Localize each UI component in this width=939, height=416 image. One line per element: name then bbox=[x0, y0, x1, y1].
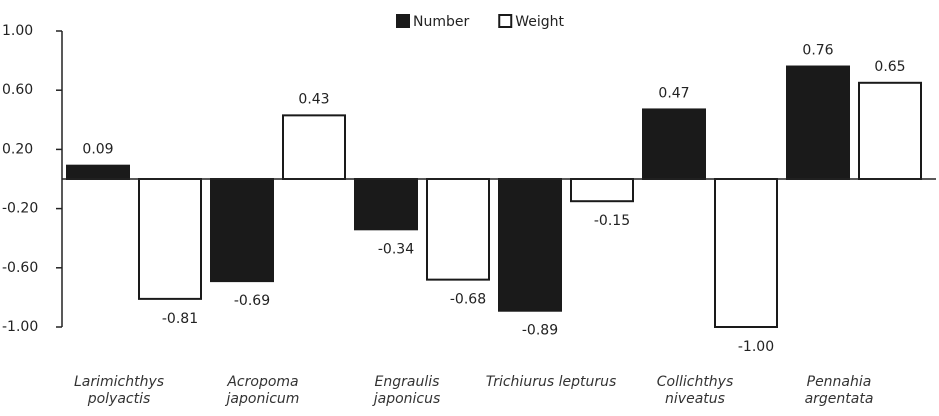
y-tick-label: -1.00 bbox=[2, 319, 38, 335]
bar bbox=[714, 178, 778, 328]
legend-swatch bbox=[396, 14, 410, 28]
data-label: -1.00 bbox=[738, 339, 774, 355]
data-label: 0.76 bbox=[802, 43, 833, 59]
data-label: -0.15 bbox=[594, 213, 630, 229]
bar bbox=[642, 108, 706, 180]
data-label: 0.43 bbox=[298, 91, 329, 107]
x-tick-label: Trichiurus lepturus bbox=[485, 374, 617, 390]
data-label: -0.68 bbox=[450, 292, 486, 308]
x-tick-label: Larimichthys polyactis bbox=[73, 374, 165, 407]
bar bbox=[858, 81, 922, 180]
data-label: -0.81 bbox=[162, 311, 198, 327]
data-label: 0.47 bbox=[658, 85, 689, 101]
data-label: -0.34 bbox=[378, 241, 414, 257]
x-tick-label: Pennahia argentata bbox=[804, 374, 874, 407]
bar bbox=[426, 178, 490, 281]
data-label: 0.65 bbox=[874, 59, 905, 75]
bar bbox=[282, 114, 346, 180]
y-tick-label: 1.00 bbox=[2, 23, 33, 39]
data-label: -0.69 bbox=[234, 293, 270, 309]
bar bbox=[498, 178, 562, 312]
bar bbox=[66, 164, 130, 180]
y-tick-label: 0.60 bbox=[2, 82, 33, 98]
y-tick-label: -0.60 bbox=[2, 260, 38, 276]
bar bbox=[210, 178, 274, 283]
x-tick-label: Collichthys niveatus bbox=[656, 374, 734, 407]
data-label: 0.09 bbox=[82, 142, 113, 158]
bar bbox=[354, 178, 418, 231]
bar bbox=[570, 178, 634, 203]
y-tick-label: -0.20 bbox=[2, 201, 38, 217]
bar bbox=[138, 178, 202, 300]
legend-swatch bbox=[498, 14, 513, 28]
legend-label: Number bbox=[413, 14, 469, 30]
data-label: -0.89 bbox=[522, 323, 558, 339]
x-tick-label: Engraulis japonicus bbox=[373, 374, 441, 407]
bar bbox=[786, 65, 850, 180]
legend-label: Weight bbox=[515, 14, 564, 30]
x-tick-label: Acropoma japonicum bbox=[226, 374, 300, 407]
y-tick-label: 0.20 bbox=[2, 141, 33, 157]
